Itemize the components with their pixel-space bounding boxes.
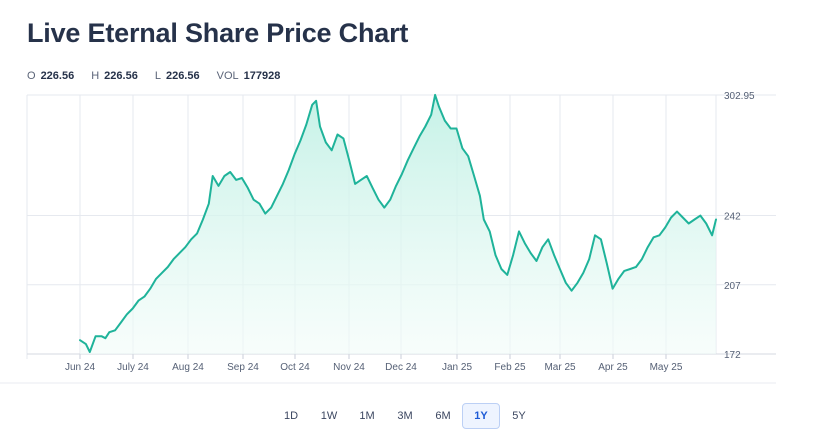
ohlc-open-value: 226.56: [40, 70, 75, 82]
x-tick-label: May 25: [650, 362, 683, 373]
range-1y-button[interactable]: 1Y: [462, 403, 500, 429]
range-3m-button[interactable]: 3M: [386, 403, 424, 429]
ohlc-summary: O 226.56 H 226.56 L 226.56 VOL 177928: [27, 70, 297, 82]
range-6m-button[interactable]: 6M: [424, 403, 462, 429]
x-tick-label: Oct 24: [280, 362, 310, 373]
x-tick-label: Nov 24: [333, 362, 365, 373]
x-tick-label: Dec 24: [385, 362, 417, 373]
x-tick-label: Apr 25: [598, 362, 628, 373]
ohlc-high-value: 226.56: [104, 70, 138, 82]
x-tick-label: Aug 24: [172, 362, 204, 373]
price-chart[interactable]: 302.95 242 207 172 Jun 24 July 24 Aug 24 Sep 24…: [0, 85, 821, 385]
y-tick-label: 172: [724, 350, 741, 361]
x-tick-label: Feb 25: [494, 362, 526, 373]
ohlc-volume-value: 177928: [243, 70, 281, 82]
ohlc-low: L 226.56: [155, 70, 200, 82]
range-5y-button[interactable]: 5Y: [500, 403, 538, 429]
range-1d-button[interactable]: 1D: [272, 403, 310, 429]
x-tick-label: Jun 24: [65, 362, 95, 373]
ohlc-open-label: O: [27, 70, 36, 82]
range-1w-button[interactable]: 1W: [310, 403, 348, 429]
range-selector: 1D 1W 1M 3M 6M 1Y 5Y: [272, 403, 538, 429]
y-tick-label: 242: [724, 212, 741, 223]
ohlc-low-label: L: [154, 70, 161, 82]
ohlc-open: O 226.56: [27, 70, 74, 82]
price-area-fill: [80, 94, 716, 355]
y-tick-label: 302.95: [724, 91, 755, 102]
x-tick-label: July 24: [117, 362, 149, 373]
range-1m-button[interactable]: 1M: [348, 403, 386, 429]
ohlc-volume-label: VOL: [216, 70, 239, 82]
y-tick-label: 207: [724, 281, 741, 292]
page-title: Live Eternal Share Price Chart: [27, 18, 409, 48]
price-line: [79, 93, 717, 353]
x-tick-label: Jan 25: [442, 362, 472, 373]
ohlc-high: H 226.56: [91, 70, 138, 82]
ohlc-volume: VOL 177928: [217, 70, 281, 82]
x-tick-label: Sep 24: [227, 362, 259, 373]
x-tick-label: Mar 25: [544, 362, 576, 373]
ohlc-high-label: H: [91, 70, 100, 82]
ohlc-low-value: 226.56: [165, 70, 200, 82]
